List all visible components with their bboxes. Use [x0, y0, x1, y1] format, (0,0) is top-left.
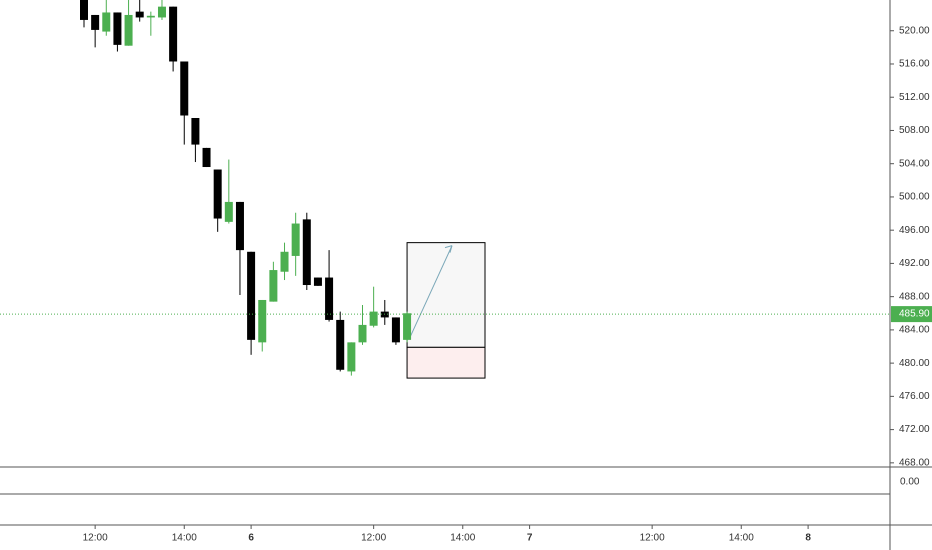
y-tick-label: 516.00 — [899, 59, 930, 70]
y-tick-label: 480.00 — [899, 358, 930, 369]
candle-body — [369, 311, 378, 326]
candle-body — [124, 14, 133, 46]
candle-body — [157, 6, 166, 18]
last-price-label: 485.90 — [899, 309, 930, 320]
y-tick-label: 508.00 — [899, 125, 930, 136]
candle-body — [247, 251, 256, 340]
x-tick-label: 14:00 — [450, 533, 475, 544]
candle-body — [169, 6, 178, 62]
x-tick-label: 12:00 — [640, 533, 665, 544]
candle-body — [302, 219, 311, 286]
candle-body — [336, 319, 345, 370]
arrow-head — [444, 245, 453, 253]
candle-body — [325, 277, 334, 320]
candle-body — [347, 342, 356, 372]
position-loss — [406, 346, 486, 379]
candle-body — [358, 324, 367, 343]
candle-body — [280, 251, 289, 272]
y-tick-label: 472.00 — [899, 424, 930, 435]
candle-body — [91, 14, 100, 30]
candle-body — [202, 147, 211, 168]
x-tick-label: 14:00 — [729, 533, 754, 544]
candle-body — [235, 201, 244, 251]
candle-body — [213, 169, 222, 219]
position-profit — [406, 242, 486, 348]
candle-body — [146, 15, 155, 18]
candle-body — [224, 201, 233, 222]
position-arrow — [408, 245, 453, 340]
candle-body — [80, 0, 88, 20]
indicator-label: 0.00 — [900, 477, 920, 488]
candle-body — [313, 277, 322, 286]
y-tick-label: 468.00 — [899, 457, 930, 468]
y-tick-label: 520.00 — [899, 25, 930, 36]
last-price-badge — [891, 306, 932, 323]
candle-body — [113, 12, 122, 45]
x-tick-label: 12:00 — [361, 533, 386, 544]
x-tick-label: 12:00 — [83, 533, 108, 544]
candle-body — [291, 223, 300, 256]
candle-body — [135, 11, 144, 18]
y-tick-label: 500.00 — [899, 192, 930, 203]
y-tick-label: 484.00 — [899, 325, 930, 336]
x-tick-label: 14:00 — [172, 533, 197, 544]
candle-body — [403, 313, 412, 340]
y-tick-label: 476.00 — [899, 391, 930, 402]
candle-body — [269, 270, 278, 302]
x-tick-label: 7 — [527, 533, 533, 544]
candle-body — [180, 61, 189, 116]
y-tick-label: 504.00 — [899, 158, 930, 169]
y-tick-label: 488.00 — [899, 291, 930, 302]
candle-body — [391, 317, 400, 343]
candle-body — [191, 117, 200, 145]
y-tick-label: 496.00 — [899, 225, 930, 236]
y-tick-label: 492.00 — [899, 258, 930, 269]
y-tick-label: 512.00 — [899, 92, 930, 103]
x-tick-label: 6 — [248, 533, 254, 544]
x-tick-label: 8 — [805, 533, 811, 544]
candle-body — [102, 12, 111, 32]
candle-body — [258, 299, 267, 343]
